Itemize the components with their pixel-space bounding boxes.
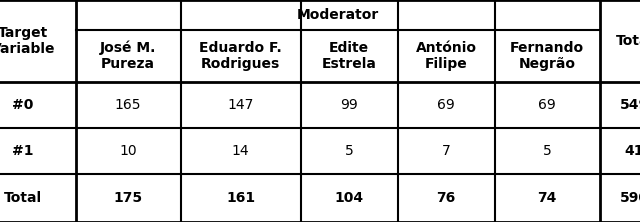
Text: Eduardo F.
Rodrigues: Eduardo F. Rodrigues (199, 41, 282, 71)
Text: Edite
Estrela: Edite Estrela (321, 41, 376, 71)
Text: António
Filipe: António Filipe (415, 41, 477, 71)
Text: 5: 5 (543, 144, 552, 158)
Text: 99: 99 (340, 98, 358, 112)
Text: Total: Total (4, 191, 42, 205)
Text: Total: Total (616, 34, 640, 48)
Text: 549: 549 (620, 98, 640, 112)
Text: 14: 14 (232, 144, 250, 158)
Text: 175: 175 (113, 191, 143, 205)
Text: José M.
Pureza: José M. Pureza (100, 41, 156, 71)
Text: 5: 5 (344, 144, 353, 158)
Text: 147: 147 (227, 98, 253, 112)
Text: Moderator: Moderator (296, 8, 379, 22)
Text: 76: 76 (436, 191, 456, 205)
Text: 590: 590 (620, 191, 640, 205)
Text: 74: 74 (538, 191, 557, 205)
Text: Fernando
Negrão: Fernando Negrão (510, 41, 584, 71)
Text: Target
Variable: Target Variable (0, 26, 55, 56)
Text: 7: 7 (442, 144, 451, 158)
Text: 161: 161 (226, 191, 255, 205)
Text: 10: 10 (119, 144, 137, 158)
Text: 165: 165 (115, 98, 141, 112)
Text: #1: #1 (12, 144, 34, 158)
Text: 69: 69 (538, 98, 556, 112)
Text: 41: 41 (625, 144, 640, 158)
Text: #0: #0 (12, 98, 34, 112)
Text: 69: 69 (437, 98, 455, 112)
Text: 104: 104 (335, 191, 364, 205)
